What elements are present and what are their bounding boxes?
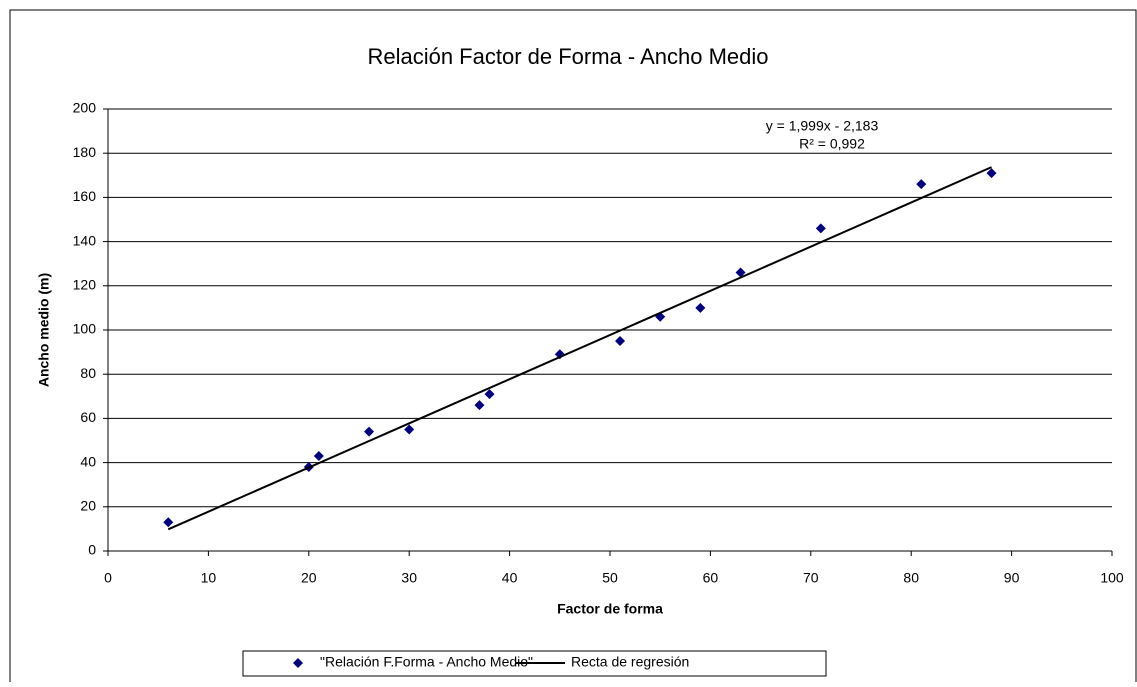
regression-line xyxy=(167,166,992,531)
x-tick-label: 30 xyxy=(401,570,417,586)
point xyxy=(474,400,485,411)
point xyxy=(484,389,495,400)
y-tick-label: 20 xyxy=(80,498,96,514)
x-tick-label: 90 xyxy=(1004,570,1020,586)
equation: y = 1,999x - 2,183 xyxy=(766,118,879,134)
r-squared: R² = 0,992 xyxy=(799,136,865,152)
point xyxy=(695,302,706,313)
y-tick-label: 40 xyxy=(80,453,96,469)
point xyxy=(916,179,927,190)
y-tick-label: 80 xyxy=(80,365,96,381)
x-tick-label: 100 xyxy=(1100,570,1124,586)
y-axis-title: Ancho medio (m) xyxy=(36,273,52,387)
legend-swatch xyxy=(293,658,303,668)
y-tick-label: 160 xyxy=(73,188,97,204)
point xyxy=(986,168,997,179)
y-tick-label: 140 xyxy=(73,232,97,248)
x-tick-label: 40 xyxy=(502,570,518,586)
x-tick-label: 50 xyxy=(602,570,618,586)
chart-frame xyxy=(9,9,1137,687)
y-tick-label: 0 xyxy=(88,542,96,558)
x-tick-label: 70 xyxy=(803,570,819,586)
x-tick-label: 20 xyxy=(301,570,317,586)
y-tick-label: 100 xyxy=(73,321,97,337)
y-tick-label: 200 xyxy=(73,100,97,116)
x-tick-label: 80 xyxy=(903,570,919,586)
y-tick-label: 60 xyxy=(80,409,96,425)
x-axis-title: Factor de forma xyxy=(557,601,663,617)
legend-label: "Relación F.Forma - Ancho Medio" xyxy=(320,654,533,670)
point xyxy=(615,336,626,347)
chart-title: Relación Factor de Forma - Ancho Medio xyxy=(367,44,768,69)
x-tick-label: 10 xyxy=(201,570,217,586)
point xyxy=(404,424,415,435)
y-tick-label: 180 xyxy=(73,144,97,160)
point xyxy=(313,450,324,461)
point xyxy=(364,426,375,437)
point xyxy=(735,267,746,278)
point xyxy=(815,223,826,234)
x-tick-label: 0 xyxy=(104,570,112,586)
y-tick-label: 120 xyxy=(73,277,97,293)
x-tick-label: 60 xyxy=(703,570,719,586)
legend-label: Recta de regresión xyxy=(571,654,689,670)
point xyxy=(163,517,174,528)
